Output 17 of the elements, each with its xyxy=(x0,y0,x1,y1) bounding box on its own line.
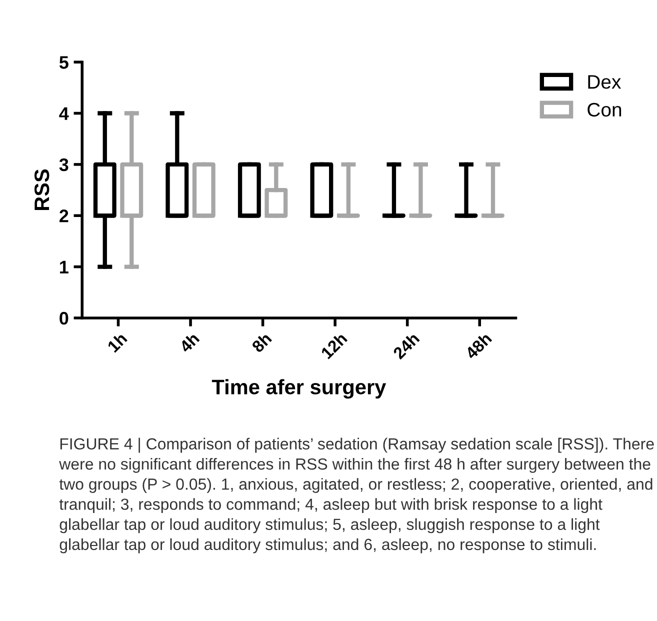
legend-label: Dex xyxy=(588,75,622,89)
caption: FIGURE 4 | Comparison of patients’ sedation (Ramsay sedation scale [RSS]). There were no significant differences in RSS within the first 48 h after surgery between the two groups (P > 0.05). 1, anxious, agitated, or restless; 2, cooperative, oriented, and tranquil; 3, responds to command; 4, asleep but with brisk response to a light glabellar tap or loud auditory stimulus; 5, asleep, sluggish response to a light glabellar tap or loud auditory stimulus; and 6, asleep, no response to stimuli. xyxy=(59,438,654,554)
x-tick-label: 48h xyxy=(464,332,492,360)
x-tick-label: 8h xyxy=(250,332,272,354)
x-tick-label: 1h xyxy=(106,332,128,353)
y-tick-label: 4 xyxy=(59,107,69,120)
y-tick-label: 1 xyxy=(60,260,68,274)
y-tick-label: 2 xyxy=(60,210,68,222)
x-axis-title: Time afer surgery xyxy=(212,379,386,399)
y-axis-title: RSS xyxy=(34,169,50,210)
y-tick-label: 3 xyxy=(59,158,68,172)
legend-label: Con xyxy=(588,102,622,117)
x-tick-label: 24h xyxy=(392,332,420,360)
x-tick-label: 12h xyxy=(320,332,348,360)
y-tick-label: 0 xyxy=(60,312,68,325)
x-tick-label: 4h xyxy=(178,332,200,354)
y-tick-label: 5 xyxy=(59,56,68,69)
